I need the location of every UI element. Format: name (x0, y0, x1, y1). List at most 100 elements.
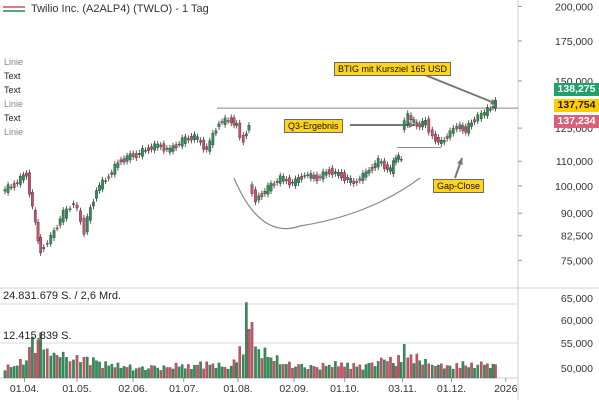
candle-body (340, 172, 343, 179)
candle-body (186, 138, 190, 141)
candle-body (373, 163, 377, 169)
arrow-gap-head (457, 158, 463, 165)
candle-body (337, 171, 340, 176)
volume-bar (364, 364, 368, 379)
candle-body (235, 123, 239, 126)
candle-body (445, 136, 449, 139)
volume-bar (122, 366, 126, 379)
volume-bar (275, 355, 279, 379)
volume-bar (358, 364, 362, 379)
candle-body (473, 119, 476, 123)
x-tick-label: 02.09. (279, 383, 308, 395)
candle-body (241, 135, 245, 143)
volume-label-lower: 12.415.839 S. (3, 330, 72, 342)
candle-body (391, 160, 395, 175)
y-tick-label: 75,000 (561, 255, 593, 267)
candle-body (156, 143, 160, 148)
candle-body (288, 177, 291, 186)
volume-bar (397, 355, 400, 379)
volume-bar (180, 364, 184, 379)
volume-bar (241, 354, 245, 379)
candle-body (205, 146, 209, 150)
volume-bar (190, 369, 193, 379)
candle-body (22, 174, 25, 181)
candle-body (75, 204, 79, 209)
y-tick-label: 90,000 (561, 208, 593, 220)
candle-body (128, 153, 132, 161)
volume-bar (58, 357, 62, 379)
tool-label[interactable]: Linie (4, 57, 24, 67)
volume-bar (72, 359, 75, 379)
volume-bar (272, 361, 276, 379)
candle-body (137, 152, 141, 155)
candle-body (214, 130, 218, 134)
volume-bar (269, 357, 273, 379)
candle-body (370, 166, 374, 171)
volume-bar (281, 364, 285, 379)
price-badge-ask: 138,275 (554, 83, 599, 96)
candle-body (294, 178, 297, 186)
candle-body (461, 125, 465, 131)
volume-bar (349, 368, 352, 379)
volume-bar (134, 368, 138, 379)
candle-body (394, 157, 398, 163)
candle-body (177, 143, 181, 146)
candle-body (208, 140, 212, 152)
candle-body (376, 158, 380, 168)
volume-bar (352, 363, 356, 379)
volume-bar (226, 368, 230, 379)
tool-label[interactable]: Text (4, 85, 21, 95)
candle-body (284, 179, 288, 182)
volume-bar (82, 356, 86, 379)
candle-body (455, 126, 459, 130)
candle-body (9, 186, 13, 189)
volume-bar (367, 363, 371, 379)
volume-bar (376, 361, 380, 379)
volume-bar (260, 358, 264, 379)
volume-bar (31, 336, 34, 379)
chart-header: Twilio Inc. (A2ALP4) (TWLO) - 1 Tag (0, 0, 209, 18)
price-badge-bid: 137,234 (554, 115, 599, 128)
volume-bar (418, 360, 422, 379)
candle-body (312, 174, 316, 179)
candle-body (229, 117, 233, 124)
candle-body (125, 155, 129, 162)
candle-body (421, 120, 424, 128)
volume-tick-label: 60,000 (561, 315, 593, 327)
volume-bar (278, 364, 282, 379)
volume-bar (49, 355, 53, 379)
volume-bar (297, 364, 300, 379)
candle-body (483, 112, 486, 116)
candle-body (409, 115, 413, 121)
candle-body (306, 174, 310, 176)
volume-bar (19, 359, 22, 379)
tool-label[interactable]: Linie (4, 127, 24, 137)
volume-bar (451, 368, 455, 379)
volume-bar (288, 361, 291, 379)
candle-body (315, 174, 319, 182)
tool-label[interactable]: Linie (4, 99, 24, 109)
candle-body (196, 136, 199, 140)
price-badge-last: 137,754 (554, 99, 599, 112)
candle-body (171, 145, 175, 152)
volume-bar (92, 357, 95, 379)
candle-body (346, 177, 349, 180)
y-tick-label: 110,000 (556, 156, 593, 168)
volume-bar (266, 356, 270, 379)
volume-bar (257, 349, 261, 379)
candle-body (3, 189, 7, 192)
tool-label[interactable]: Text (4, 113, 21, 123)
volume-bar (445, 365, 449, 379)
volume-bar (25, 360, 28, 379)
tool-label[interactable]: Text (4, 71, 21, 81)
volume-tick-label: 55,000 (561, 338, 593, 350)
volume-bar (309, 364, 313, 379)
candle-body (451, 127, 455, 134)
x-tick-label: 01.05. (62, 383, 91, 395)
candle-body (202, 139, 206, 150)
volume-bar (434, 366, 437, 379)
volume-bar (220, 366, 224, 379)
volume-bar (42, 349, 46, 379)
candle-body (88, 207, 92, 221)
volume-bar (379, 357, 383, 379)
